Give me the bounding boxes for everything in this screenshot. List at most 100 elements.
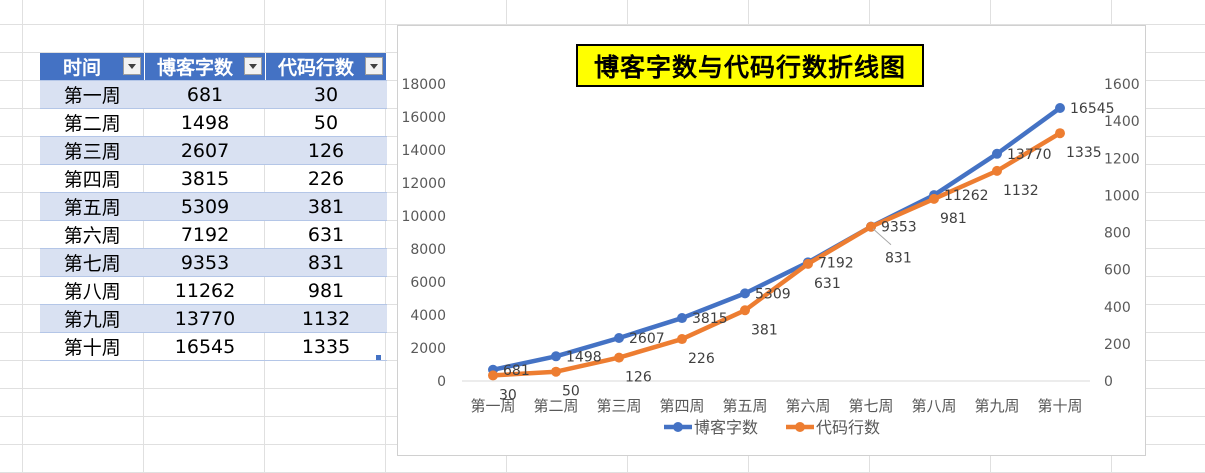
table-cell[interactable]: 第九周 [40, 304, 145, 333]
x-tick-label: 第五周 [722, 397, 767, 415]
header-code-lines[interactable]: 代码行数 [265, 53, 387, 81]
table-cell[interactable]: 第七周 [40, 248, 145, 277]
table-cell[interactable]: 2607 [144, 136, 266, 165]
data-label: 681 [503, 363, 530, 379]
table-cell[interactable]: 第四周 [40, 164, 145, 193]
y-tick-label-left: 18000 [401, 77, 446, 93]
x-tick-label: 第一周 [470, 397, 515, 415]
table-cell[interactable]: 1335 [265, 332, 387, 361]
table-resize-handle[interactable] [376, 355, 381, 360]
data-point [614, 332, 624, 343]
table-cell[interactable]: 第二周 [40, 108, 145, 137]
y-tick-label-left: 14000 [401, 143, 446, 159]
table-cell[interactable]: 681 [144, 80, 266, 109]
table-cell[interactable]: 16545 [144, 332, 266, 361]
table-cell[interactable]: 第十周 [40, 332, 145, 361]
y-tick-label-right: 400 [1104, 300, 1131, 316]
table-cell[interactable]: 13770 [144, 304, 266, 333]
data-label: 9353 [881, 220, 917, 236]
data-label: 981 [940, 211, 967, 227]
x-tick-label: 第二周 [533, 397, 578, 415]
table-cell[interactable]: 831 [265, 248, 387, 277]
legend-label: 代码行数 [816, 418, 880, 437]
data-point [740, 288, 750, 299]
table-cell[interactable]: 126 [265, 136, 387, 165]
header-blog-words[interactable]: 博客字数 [144, 53, 266, 81]
data-label: 2607 [629, 331, 665, 347]
data-point [803, 258, 813, 269]
y-tick-label-left: 10000 [401, 209, 446, 225]
y-tick-label-left: 6000 [410, 275, 446, 291]
table-cell[interactable]: 1132 [265, 304, 387, 333]
filter-dropdown-icon[interactable] [244, 57, 262, 75]
table-cell[interactable]: 第八周 [40, 276, 145, 305]
data-point [1055, 128, 1065, 139]
legend-label: 博客字数 [694, 418, 758, 437]
table-cell[interactable]: 9353 [144, 248, 266, 277]
y-tick-label-right: 200 [1104, 337, 1131, 353]
header-time[interactable]: 时间 [40, 53, 145, 81]
label-leader-line [872, 228, 892, 246]
data-label: 631 [814, 276, 841, 292]
table-cell[interactable]: 1498 [144, 108, 266, 137]
header-time-label: 时间 [62, 57, 101, 79]
table-cell[interactable]: 381 [265, 192, 387, 221]
data-label: 1498 [566, 349, 602, 365]
table-cell[interactable]: 7192 [144, 220, 266, 249]
series-line [490, 130, 1063, 378]
table-cell[interactable]: 981 [265, 276, 387, 305]
x-tick-label: 第八周 [911, 397, 956, 415]
table-cell[interactable]: 第一周 [40, 80, 145, 109]
data-label: 7192 [818, 255, 854, 271]
data-label: 126 [625, 370, 652, 386]
table-cell[interactable]: 第六周 [40, 220, 145, 249]
table-row: 第二周 1498 50 [40, 108, 387, 137]
table-cell[interactable]: 5309 [144, 192, 266, 221]
table-cell[interactable]: 第三周 [40, 136, 145, 165]
y-tick-label-right: 800 [1104, 226, 1131, 242]
table-cell[interactable]: 11262 [144, 276, 266, 305]
y-tick-label-left: 8000 [410, 242, 446, 258]
y-tick-label-left: 0 [437, 374, 446, 390]
data-point [929, 193, 939, 204]
data-label: 831 [885, 251, 912, 267]
data-label: 1335 [1066, 145, 1102, 161]
table-cell[interactable]: 50 [265, 108, 387, 137]
table-header-row: 时间 博客字数 代码行数 [40, 53, 387, 81]
table-cell[interactable]: 631 [265, 220, 387, 249]
filter-dropdown-icon[interactable] [365, 57, 383, 75]
table-cell[interactable]: 30 [265, 80, 387, 109]
x-tick-label: 第十周 [1037, 397, 1082, 415]
data-label: 16545 [1070, 101, 1115, 117]
table-row: 第十周 16545 1335 [40, 332, 387, 361]
legend-marker [795, 422, 805, 432]
data-point [992, 148, 1002, 159]
x-tick-label: 第四周 [659, 397, 704, 415]
table-row: 第七周 9353 831 [40, 248, 387, 277]
data-label: 3815 [692, 311, 728, 327]
table-cell[interactable]: 第五周 [40, 192, 145, 221]
y-tick-label-left: 12000 [401, 176, 446, 192]
y-tick-label-right: 600 [1104, 263, 1131, 279]
table-cell[interactable]: 3815 [144, 164, 266, 193]
y-tick-label-right: 1600 [1104, 77, 1140, 93]
data-label: 1132 [1003, 183, 1039, 199]
data-point [677, 313, 687, 324]
data-label: 11262 [944, 188, 989, 204]
data-point [551, 366, 561, 377]
table-cell[interactable]: 226 [265, 164, 387, 193]
filter-dropdown-icon[interactable] [123, 57, 141, 75]
header-code-lines-label: 代码行数 [277, 57, 354, 79]
x-tick-label: 第三周 [596, 397, 641, 415]
table-row: 第九周 13770 1132 [40, 304, 387, 333]
x-tick-label: 第七周 [848, 397, 893, 415]
data-label: 50 [562, 384, 580, 400]
table-row: 第四周 3815 226 [40, 164, 387, 193]
chart-area[interactable] [397, 25, 1146, 456]
data-point [488, 370, 498, 381]
y-tick-label-right: 1200 [1104, 151, 1140, 167]
y-tick-label-left: 4000 [410, 308, 446, 324]
data-point [677, 334, 687, 345]
x-tick-label: 第九周 [974, 397, 1019, 415]
